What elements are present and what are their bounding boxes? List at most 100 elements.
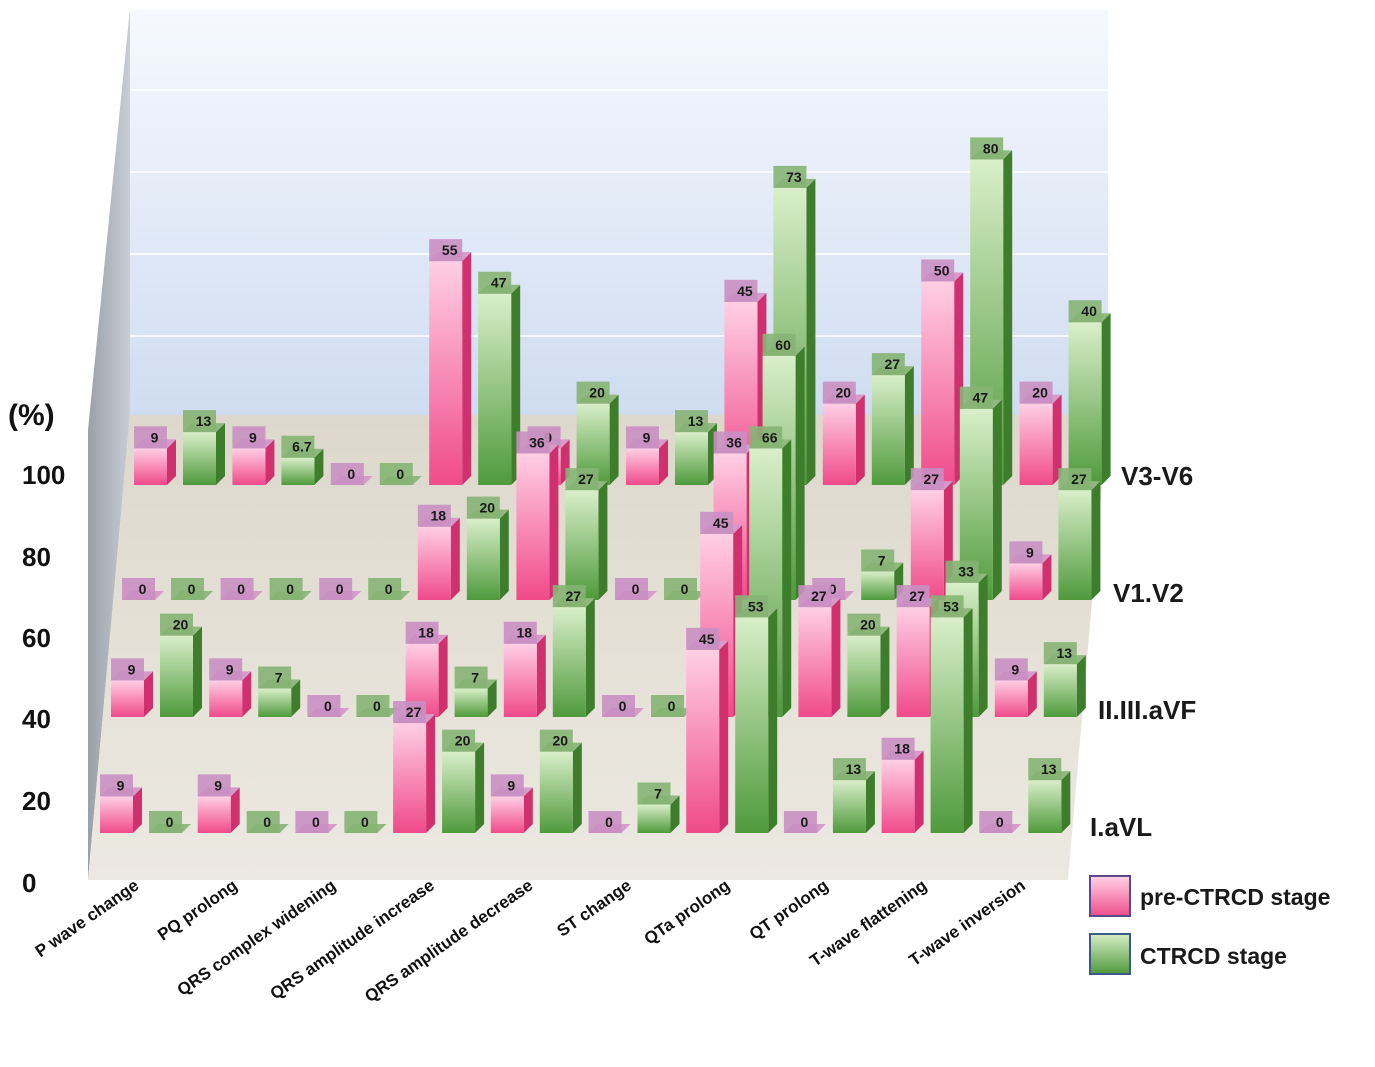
value-label: 50 (934, 263, 950, 279)
bar-side (880, 626, 890, 717)
bar-label-box (368, 578, 402, 600)
bar-ctrcd: 53 (930, 595, 973, 833)
bar-ctrcd: 0 (664, 578, 706, 600)
bar-label-box (356, 695, 390, 717)
bar-front (861, 571, 895, 600)
bar-label-box (100, 774, 133, 797)
category-label: QTa prolong (641, 876, 734, 949)
y-tick-label: 20 (22, 786, 51, 816)
bar-front (552, 607, 586, 717)
bar-ctrcd: 0 (356, 695, 399, 717)
bar-front (209, 680, 243, 717)
y-tick-label: 100 (22, 460, 65, 490)
bar-ctrcd: 13 (1028, 758, 1071, 833)
category-label: P wave change (32, 876, 143, 961)
value-label: 33 (958, 564, 974, 580)
bar-label-box (576, 381, 610, 404)
bar-side (438, 634, 448, 717)
value-label: 0 (286, 581, 294, 597)
value-label: 7 (654, 786, 662, 802)
bar-label-box (896, 585, 930, 608)
bar-label-box (393, 701, 427, 724)
bar-ctrcd: 7 (637, 782, 680, 833)
bar-pre: 18 (503, 621, 546, 717)
bar-front (637, 804, 671, 833)
bar-side (719, 640, 729, 833)
value-label: 0 (619, 698, 627, 714)
value-label: 20 (836, 385, 852, 401)
bar-label-box (209, 658, 243, 681)
bar-side (499, 509, 509, 600)
value-label: 13 (1057, 645, 1073, 661)
bar-side (1076, 655, 1086, 717)
category-label: QRS amplitude increase (267, 876, 438, 1004)
bar-ctrcd: 7 (258, 666, 301, 717)
bar-ctrcd: 40 (1068, 300, 1111, 485)
bar-pre: 36 (516, 431, 559, 600)
bar-front (258, 688, 292, 717)
bar-front (910, 490, 944, 600)
bar-ctrcd: 20 (442, 729, 485, 833)
bar-pre: 0 (330, 463, 373, 485)
row-label: I.aVL (1090, 812, 1152, 842)
bar-label-box (516, 431, 550, 454)
bar-front (1019, 403, 1053, 485)
bar-pre: 0 (295, 811, 338, 833)
legend: pre-CTRCD stage CTRCD stage (1089, 875, 1330, 975)
bar-side (831, 598, 841, 717)
bar-ctrcd: 20 (539, 729, 582, 833)
value-label: 0 (668, 698, 676, 714)
value-label: 0 (324, 698, 332, 714)
bar-label-box (783, 811, 817, 833)
bar-label-box (503, 621, 537, 644)
bar-label-box (724, 279, 758, 302)
bar-pre: 9 (134, 426, 176, 485)
value-label: 0 (347, 466, 355, 482)
value-label: 0 (237, 581, 245, 597)
value-label: 7 (471, 670, 479, 686)
value-label: 20 (860, 617, 876, 633)
legend-swatch-ctrcd (1089, 933, 1131, 975)
bar-front (478, 293, 512, 485)
bar-side (855, 394, 865, 485)
bar-pre: 9 (490, 774, 533, 833)
y-axis: 0 20 40 60 80 100 (22, 460, 65, 898)
bar-label-box (330, 463, 364, 485)
bar-side (1091, 481, 1101, 600)
bar-front (1068, 322, 1102, 485)
bar-label-box (1058, 468, 1092, 491)
bar-front (871, 375, 905, 485)
bar-label-box (762, 333, 796, 356)
bar-ctrcd: 27 (871, 353, 914, 485)
bar-ctrcd: 20 (847, 613, 890, 717)
bar-ctrcd: 27 (565, 468, 608, 600)
value-label: 27 (924, 471, 940, 487)
bar-front (921, 281, 955, 485)
bar-label-box (979, 811, 1013, 833)
value-label: 9 (249, 429, 257, 445)
bar-side (314, 448, 324, 485)
bar-pre: 0 (307, 695, 350, 717)
bar-side (1052, 394, 1062, 485)
bar-side (585, 598, 595, 717)
value-label: 27 (578, 471, 594, 487)
bar-pre: 45 (686, 627, 729, 833)
bar-side (1027, 671, 1037, 717)
bar-ctrcd: 7 (861, 549, 904, 600)
value-label: 20 (173, 617, 189, 633)
bar-side (670, 795, 680, 833)
value-label: 18 (517, 625, 533, 641)
bar-label-box (405, 621, 439, 644)
value-label: 36 (529, 434, 545, 450)
bar-front (417, 526, 451, 600)
bar-front (798, 607, 832, 717)
bar-front (686, 649, 720, 833)
bar-front (675, 432, 708, 485)
bar-label-box (246, 811, 280, 833)
value-label: 47 (973, 390, 989, 406)
bar-side (782, 439, 792, 717)
bar-label-box (171, 578, 204, 600)
value-label: 73 (786, 169, 802, 185)
bar-label-box (417, 504, 451, 527)
